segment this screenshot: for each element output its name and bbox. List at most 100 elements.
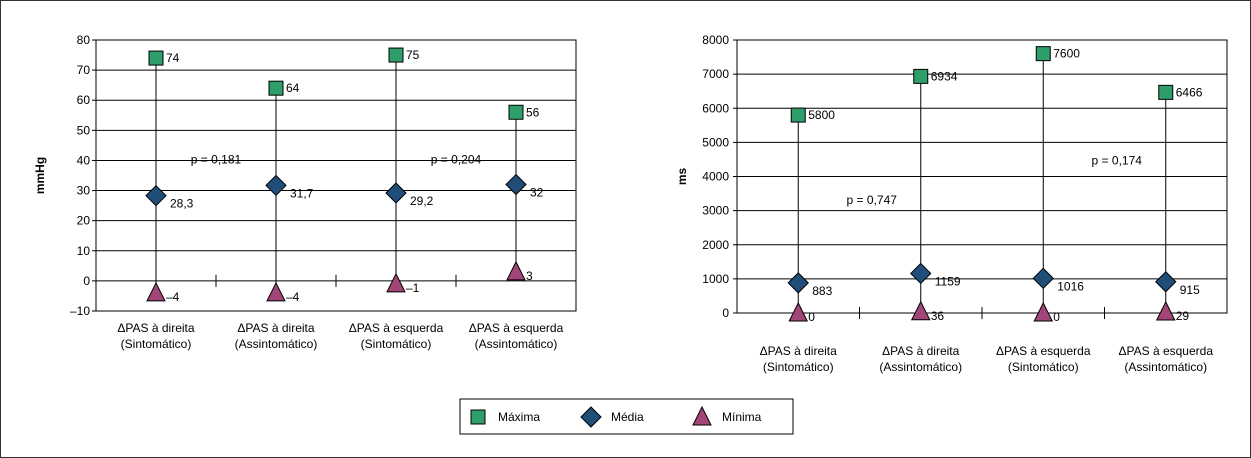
max-point [388,47,404,63]
min-point [1155,300,1176,321]
plot-area [95,39,577,312]
y-tick-label: 0 [83,274,90,288]
y-tick-label: 0 [722,306,729,320]
y-tick-label: 7000 [702,67,729,81]
max-point [268,80,284,96]
category-label: (Assintomático) [235,337,318,351]
max-point [790,107,806,123]
max-point [1035,46,1051,62]
y-tick-label: 70 [77,63,91,77]
min-point [1033,301,1054,322]
mean-point [385,182,407,204]
data-label: 5800 [808,108,835,122]
y-tick-label: 60 [77,93,91,107]
data-label: 31,7 [290,186,314,200]
min-point [506,260,526,281]
p-value-annotation: p = 0,747 [847,193,898,207]
data-label: 28,3 [170,197,194,211]
y-tick-label: 40 [77,153,91,167]
data-label: 915 [1180,283,1200,297]
y-axis-label: mmHg [33,157,47,194]
data-label: 56 [526,105,540,119]
min-point [386,272,406,293]
mean-point [1032,267,1054,290]
max-point [148,50,164,66]
diamond-icon [580,406,602,428]
mean-point [787,272,809,294]
square-icon [470,409,486,425]
category-label: ΔPAS à esquerda [469,321,564,335]
category-label: (Assintomático) [1124,360,1207,374]
chart-time: 0 1000 2000 3000 4000 5000 6000 7000 8000 ms ΔPAS … [675,33,1228,374]
legend-box [459,398,794,435]
legend-label: Máxima [498,410,540,424]
category-label: (Sintomático) [1008,360,1079,374]
mean-point [1155,271,1177,293]
category-label: ΔPAS à direita [760,344,837,358]
legend: Máxima Média Mínima [459,398,794,435]
category-label: (Sintomático) [361,337,432,351]
mean-point [910,262,932,285]
data-label: 75 [406,48,420,62]
category-label: (Assintomático) [475,337,558,351]
category-label: ΔPAS à direita [882,344,959,358]
mean-point [145,184,167,207]
y-tick-label: –10 [70,304,90,318]
max-point [508,104,524,120]
category-label: ΔPAS à esquerda [996,344,1091,358]
max-point [1158,84,1174,100]
y-tick-label: 4000 [702,170,729,184]
data-label: 3 [526,269,533,283]
data-label: 29 [1176,309,1190,323]
category-label: ΔPAS à direita [117,321,194,335]
category-label: (Sintomático) [763,360,834,374]
data-label: 1016 [1057,279,1084,293]
data-label: –4 [166,290,180,304]
category-label: (Sintomático) [121,337,192,351]
y-tick-label: 1000 [702,272,729,286]
data-label: 0 [808,310,815,324]
chart-pressure: –10 0 10 20 30 40 50 60 70 80 mmHg ΔPAS à direita (S… [33,33,577,351]
max-point [913,68,929,84]
category-label: (Assintomático) [879,360,962,374]
mean-point [505,173,527,196]
y-tick-label: 10 [77,244,91,258]
data-label: 1159 [935,274,961,288]
data-label: –1 [406,281,420,295]
category-label: ΔPAS à esquerda [1118,344,1213,358]
p-value-annotation: p = 0,204 [431,152,482,166]
data-label: 74 [166,51,180,65]
y-tick-label: 5000 [702,135,729,149]
p-value-annotation: p = 0,181 [191,152,242,166]
data-label: 0 [1053,310,1060,324]
data-label: –4 [286,290,300,304]
data-label: 64 [286,81,300,95]
y-tick-label: 6000 [702,101,729,115]
y-tick-label: 50 [77,123,91,137]
data-label: 7600 [1053,47,1080,61]
y-tick-label: 20 [77,214,91,228]
y-tick-label: 2000 [702,238,729,252]
data-label: 6466 [1176,85,1203,99]
data-label: 6934 [931,69,958,83]
y-axis-label: ms [675,168,689,186]
data-label: 32 [530,186,544,200]
data-label: 883 [812,284,832,298]
category-label: ΔPAS à direita [237,321,314,335]
y-tick-label: 3000 [702,204,729,218]
data-label: 36 [931,309,945,323]
min-point [788,301,809,322]
legend-label: Mínima [722,410,762,424]
data-label: 29,2 [410,194,434,208]
legend-label: Média [611,410,644,424]
y-tick-label: 30 [77,184,91,198]
min-point [910,300,931,321]
min-point [266,281,286,302]
y-tick-label: 8000 [702,33,729,47]
y-tick-label: 80 [77,33,91,47]
min-point [146,281,166,302]
triangle-icon [692,405,712,426]
p-value-annotation: p = 0,174 [1092,154,1143,168]
